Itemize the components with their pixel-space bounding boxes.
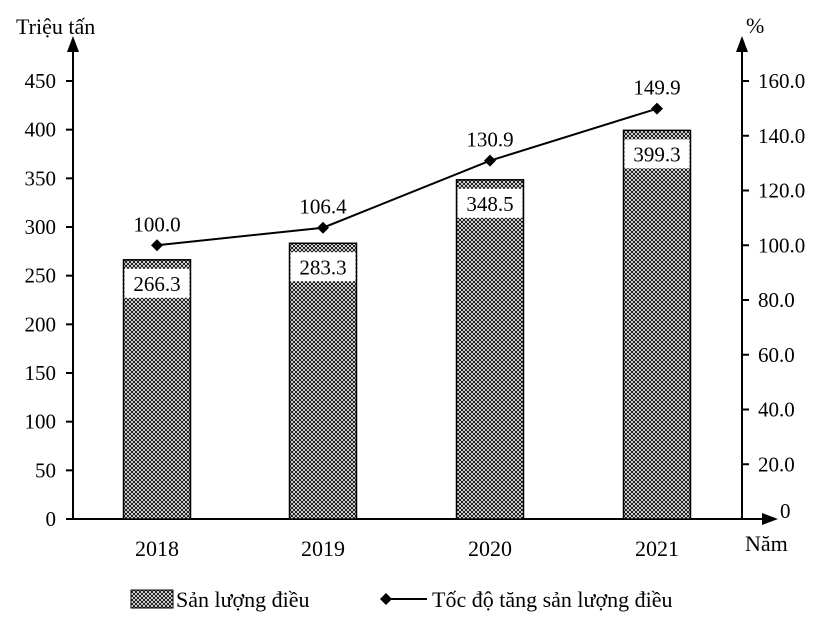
right-tick-label: 0 (780, 499, 791, 523)
left-tick-label: 450 (25, 69, 57, 93)
legend: Sản lượng điều Tốc độ tăng sản lượng điề… (130, 587, 672, 612)
right-tick-label: 40.0 (758, 398, 795, 422)
x-axis: 2018 2019 2020 2021 (66, 513, 778, 561)
line-series: 100.0 106.4 130.9 149.9 (133, 76, 681, 252)
diamond-marker-icon (151, 239, 163, 252)
bar: 348.5 (455, 179, 525, 520)
arrow-right-icon (762, 513, 778, 525)
left-tick-label: 250 (25, 264, 57, 288)
x-tick-label: 2020 (468, 536, 512, 561)
x-tick-label: 2021 (635, 536, 679, 561)
line-value-label: 130.9 (466, 128, 513, 152)
bar-value-label: 348.5 (466, 192, 513, 216)
bar-series: 266.3 283.3 348.5 399.3 (122, 129, 692, 520)
legend-item-line: Tốc độ tăng sản lượng điều (380, 587, 672, 612)
bar-value-label: 399.3 (633, 142, 680, 166)
left-tick-label: 300 (25, 215, 57, 239)
bar: 266.3 (122, 259, 192, 520)
right-tick-label: 140.0 (758, 124, 805, 148)
right-tick-label: 20.0 (758, 452, 795, 476)
right-tick-label: 80.0 (758, 288, 795, 312)
right-tick-label: 120.0 (758, 179, 805, 203)
left-tick-label: 100 (25, 410, 57, 434)
x-tick-label: 2018 (135, 536, 179, 561)
right-tick-label: 160.0 (758, 69, 805, 93)
x-axis-title: Năm (745, 531, 788, 556)
left-tick-label: 200 (25, 312, 57, 336)
right-axis-title: % (746, 13, 764, 38)
bar-value-label: 283.3 (299, 255, 346, 279)
diamond-marker-icon (317, 221, 329, 234)
legend-label: Sản lượng điều (176, 587, 310, 612)
right-tick-label: 60.0 (758, 343, 795, 367)
legend-item-bar: Sản lượng điều (130, 587, 310, 612)
diamond-marker-icon (484, 154, 496, 167)
bar: 399.3 (622, 129, 692, 520)
left-tick-label: 400 (25, 118, 57, 142)
bar: 283.3 (288, 242, 358, 520)
diamond-line-icon (380, 593, 427, 605)
legend-label: Tốc độ tăng sản lượng điều (432, 587, 672, 612)
arrow-up-icon (67, 36, 79, 52)
left-tick-label: 0 (46, 507, 57, 531)
line-value-label: 106.4 (299, 195, 347, 219)
line-value-label: 149.9 (633, 76, 680, 100)
bar-value-label: 266.3 (133, 272, 180, 296)
x-tick-label: 2019 (301, 536, 345, 561)
left-axis: 0 50 100 150 200 250 300 350 400 450 (25, 36, 79, 531)
right-axis: 0 20.0 40.0 60.0 80.0 100.0 120.0 140.0 160.0 (736, 36, 805, 523)
line-value-label: 100.0 (133, 212, 180, 236)
left-tick-label: 50 (35, 458, 56, 482)
arrow-up-icon (736, 36, 748, 52)
left-tick-label: 350 (25, 166, 57, 190)
left-tick-label: 150 (25, 361, 57, 385)
diamond-marker-icon (651, 102, 663, 115)
right-tick-label: 100.0 (758, 233, 805, 257)
crosshatch-swatch-icon (130, 589, 174, 609)
left-axis-title: Triệu tấn (16, 14, 95, 39)
